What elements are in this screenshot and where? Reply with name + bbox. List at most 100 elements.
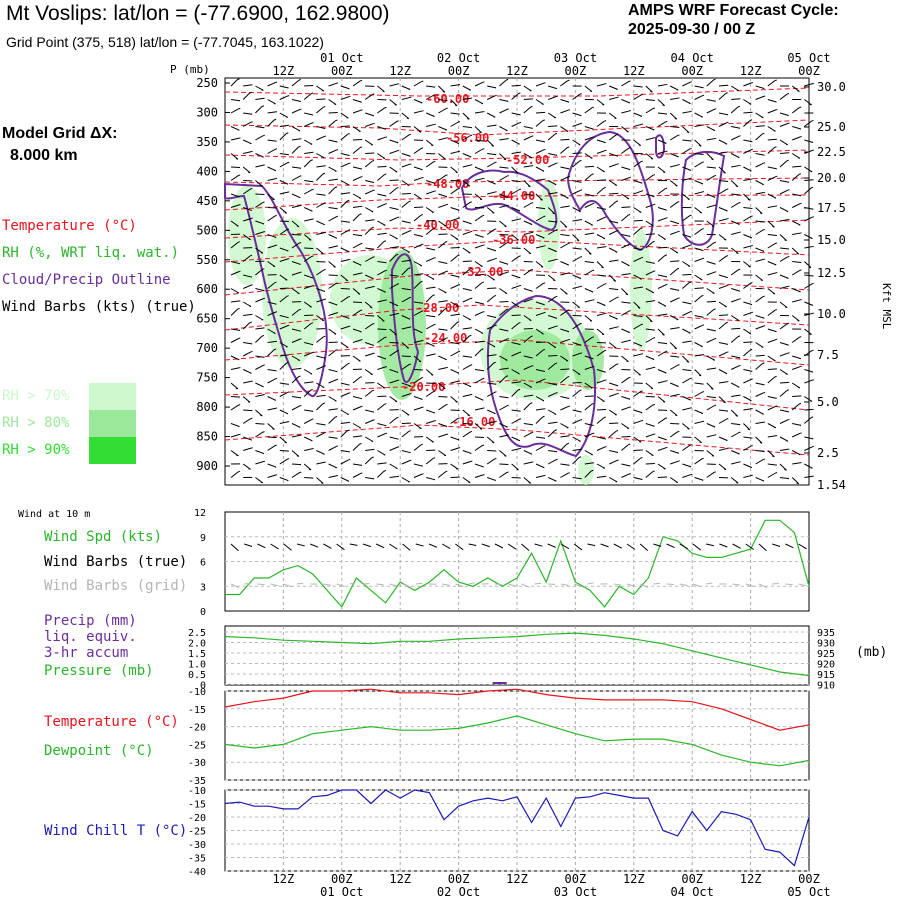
wind-barb-staff [413,273,423,276]
wind-barb-staff [365,342,374,346]
wind-barb-staff [413,444,422,451]
height-tick-label: 25.0 [817,120,846,134]
wind-barb-flag [479,131,482,134]
wind-barb-staff [230,300,240,303]
wind-barb-flag [797,90,800,92]
wind-barb-staff [584,403,593,411]
wind-barb-staff [792,395,802,397]
sfc-wind-barb-grid [415,582,423,585]
wind-barb-staff [365,247,375,250]
top-hour-label: 12Z [273,64,295,78]
sfc-wind-barb-true [441,543,451,549]
wind-barb-staff [608,363,617,370]
wind-barb-staff [511,418,520,424]
temp-tick-label: -30 [188,758,206,769]
wind-barb-staff [413,81,423,87]
wind-barb-flag [418,360,422,363]
wind-barb-staff [718,396,726,404]
wind-barb-staff [401,430,410,438]
wind-barb-staff [804,446,813,451]
cloud-precip-outline [460,169,558,232]
wind-barb-staff [377,107,386,114]
wind-barb-staff [535,207,545,210]
wind-barb-staff [767,472,776,478]
wind-barb-staff [706,175,715,181]
wind-barb-staff [438,174,447,181]
wind-barb-staff [560,220,568,228]
wind-barb-staff [633,85,643,88]
wind-barb-staff [730,202,740,208]
wind-barb-staff [718,409,728,412]
wind-barb-staff [474,463,484,468]
wind-barb-staff [682,407,692,411]
legend-rh-80: RH > 80% [2,415,70,431]
wind-barb-staff [633,353,643,357]
wind-barb-staff [316,202,325,208]
wind-barb-flag [298,145,301,148]
wind-barb-staff [767,166,777,170]
wind-barb-staff [535,111,546,114]
bottom-day-label: 01 Oct [320,885,363,899]
rh-swatch-3 [89,437,136,464]
wind-barb-flag [455,171,458,174]
wind-barb-staff [548,450,558,453]
wind-barb-staff [291,450,300,457]
wind-barb-staff [365,448,375,451]
wind-barb-staff [804,187,812,195]
wind-barb-flag [604,120,607,122]
wind-barb-staff [389,120,398,127]
precip-bar [492,682,507,684]
wind-barb-staff [279,258,289,262]
wind-barb-staff [535,193,543,201]
wind-barb-staff [474,407,484,411]
wind-barb-staff [462,431,471,438]
top-day-label: 04 Oct [671,51,714,65]
wind-barb-staff [328,187,336,195]
wind-barb-flag [640,227,643,230]
wind-barb-staff [365,409,375,413]
wind-barb-flag [711,158,714,161]
wind-barb-flag [674,117,677,120]
chill-tick-label: -25 [188,827,206,838]
wind-barb-staff [499,472,508,478]
wind-barb-staff [560,109,570,114]
wind-barb-staff [804,463,813,469]
temperature-contour [224,219,810,239]
sfc-wind-barb-true [772,543,781,547]
wind-barb-staff [718,418,728,424]
wind-barb-staff [523,98,533,100]
wind-barb-flag [384,173,387,176]
wind-barb-flag [638,144,641,147]
wind-barb-staff [267,139,277,142]
wind-barb-staff [316,173,324,181]
wind-barb-staff [499,99,509,102]
wind-barb-staff [328,245,338,249]
wind-barb-staff [535,120,544,127]
wind-barb-flag [359,376,363,378]
wind-barb-staff [328,82,338,87]
wind-barb-staff [804,245,814,249]
wind-barb-staff [328,301,338,306]
wind-barb-staff [596,283,606,289]
wind-barb-flag [787,93,790,95]
wind-barb-flag [567,146,570,149]
wind-barb-staff [645,107,654,114]
wind-barb-staff [377,241,385,249]
wind-barb-flag [260,481,263,484]
wind-barb-staff [694,153,704,155]
wind-barb-staff [731,355,741,359]
wind-barb-staff [462,112,470,120]
bottom-day-label: 03 Oct [554,885,597,899]
wind-barb-staff [230,175,239,181]
wind-barb-staff [413,99,423,104]
wind-barb-staff [670,260,680,262]
sfc-wind-barb-grid [521,583,530,588]
wind-barb-flag [735,185,738,188]
wind-barb-staff [706,338,716,343]
wind-barb-staff [755,459,764,465]
wind-barb-staff [645,137,655,141]
sfc-wind-barb-true [613,543,623,549]
wind-barb-staff [413,214,422,222]
height-tick-label: 2.5 [817,446,839,460]
wind-barb-flag [798,173,802,175]
